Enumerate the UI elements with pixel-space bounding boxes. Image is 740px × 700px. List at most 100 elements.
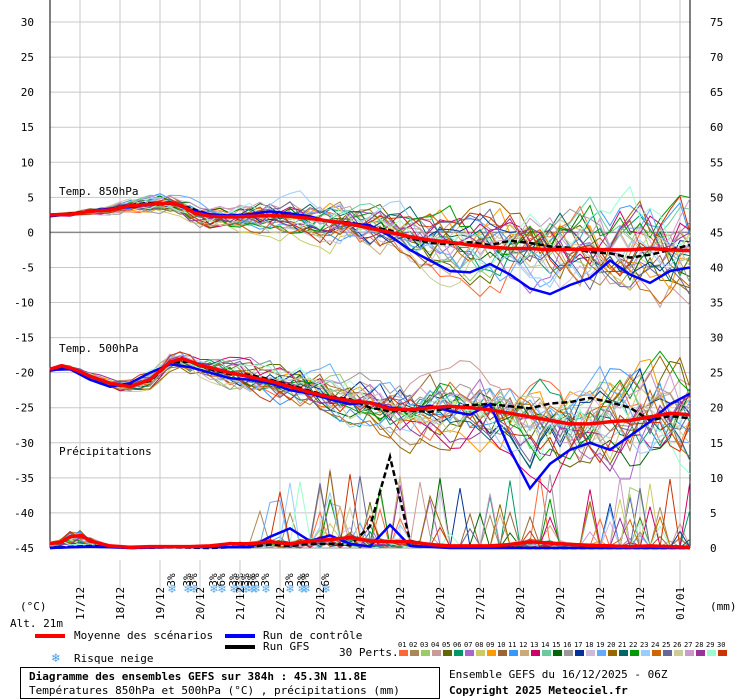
t850-section-label: Temp. 850hPa [59,185,138,198]
pert-legend-label: 20 [607,641,615,649]
left-tick-label: -35 [14,472,34,485]
pert-legend-label: 13 [530,641,538,649]
pert-legend-label: 12 [519,641,527,649]
t500-section-label: Temp. 500hPa [59,342,138,355]
left-tick-label: 15 [21,121,34,134]
snowflake-icon: ❄ [261,582,270,597]
mean-t500-line [49,356,691,426]
pert-line-t500 [49,361,691,450]
snowflake-icon: ❄ [217,582,226,597]
pert-legend-swatch [520,650,529,656]
pert-legend-label: 24 [651,641,659,649]
legend-perts-label: 30 Perts. [339,646,399,659]
left-tick-label: 20 [21,86,34,99]
pert-legend-swatch [531,650,540,656]
snowflake-icon: ❄ [247,582,256,597]
x-tick-label: 28/12 [514,587,527,620]
left-tick-label: -5 [21,261,34,274]
right-tick-label: 50 [710,191,723,204]
snowflake-icon: ❄ [251,582,260,597]
x-tick-label: 17/12 [74,587,87,620]
left-tick-label: -20 [14,367,34,380]
footer-subtitle: Températures 850hPa et 500hPa (°C) , pré… [29,684,400,697]
pert-legend-swatch [619,650,628,656]
legend-snow-label: Risque neige [74,652,154,665]
snowflake-icon: ❄ [189,582,198,597]
snowflake-icon: ❄ [167,582,176,597]
main-series [49,200,691,550]
left-axis: 30 25 20 15 10 5 0 -5 -10 -15 -20 -25 -30 -35 -40 -45 [14,16,34,555]
footer-title-box: Diagramme des ensembles GEFS sur 384h : … [20,667,440,699]
x-tick-label: 22/12 [274,587,287,620]
x-tick-label: 25/12 [394,587,407,620]
pert-legend-swatch [608,650,617,656]
pert-line-t850 [49,195,691,277]
pert-legend-label: 10 [497,641,505,649]
left-tick-label: -30 [14,437,34,450]
pert-legend-swatch [432,650,441,656]
footer-title: Diagramme des ensembles GEFS sur 384h : … [29,670,367,683]
snowflake-icon: ❄ [321,582,330,597]
right-tick-label: 0 [710,542,717,555]
snow-risk-label: 3% [283,573,296,587]
left-tick-label: 30 [21,16,34,29]
snow-risk-label: 3% [227,573,240,587]
pert-legend-swatch [652,650,661,656]
right-tick-label: 10 [710,472,723,485]
mean-t850-line [49,201,691,253]
pert-legend-swatch [564,650,573,656]
right-tick-label: 75 [710,16,723,29]
snow-risk-label: 3% [299,573,312,587]
x-tick-label: 21/12 [234,587,247,620]
x-tick-label: 23/12 [314,587,327,620]
pert-legend-label: 26 [673,641,681,649]
left-tick-label: 5 [27,191,34,204]
x-tick-label: 31/12 [634,587,647,620]
snowflake-icon: ❄ [209,582,218,597]
pert-legend-label: 21 [618,641,626,649]
left-tick-label: -45 [14,542,34,555]
pert-legend-swatch [487,650,496,656]
pert-legend-label: 02 [409,641,417,649]
perturbation-legend: 01 02 03 04 05 06 07 08 09 10 11 12 13 14 15 16 17 18 19 20… [398,641,727,656]
pert-legend-label: 04 [431,641,439,649]
x-tick-label: 01/01 [674,587,687,620]
mean-swatch [35,634,65,638]
x-tick-label: 30/12 [594,587,607,620]
pert-legend-label: 22 [629,641,637,649]
snowflake-icon: ❄ [297,582,306,597]
pert-legend-label: 01 [398,641,406,649]
snowflake-icon: ❄ [229,582,238,597]
snow-risk: 3%❄3%❄3%❄3%❄6%❄3%❄3%❄3%❄3%❄3%❄3%❄3%❄3%❄3… [165,573,332,597]
snow-risk-label: 3% [165,573,178,587]
snow-risk-label: 3% [239,573,252,587]
snowflake-icon: ❄ [301,582,310,597]
pert-legend-swatch [553,650,562,656]
pert-legend-label: 03 [420,641,428,649]
snowflake-icon: ❄ [285,582,294,597]
snow-risk-label: 3% [207,573,220,587]
pert-legend-label: 30 [717,641,725,649]
pert-legend-label: 05 [442,641,450,649]
x-tick-label: 18/12 [114,587,127,620]
pert-legend-swatch [465,650,474,656]
x-tick-label: 27/12 [474,587,487,620]
right-tick-label: 15 [710,437,723,450]
right-tick-label: 60 [710,121,723,134]
pert-legend-swatch [663,650,672,656]
pert-legend-swatch [630,650,639,656]
right-axis-unit: (mm) [710,600,737,613]
pert-legend-label: 15 [552,641,560,649]
left-tick-label: 25 [21,51,34,64]
left-tick-label: 0 [27,226,34,239]
pert-legend-swatch [421,650,430,656]
right-tick-label: 25 [710,367,723,380]
pert-legend-swatch [641,650,650,656]
perturbation-lines [49,185,691,549]
pert-legend-swatch [586,650,595,656]
right-tick-label: 20 [710,402,723,415]
pert-legend-swatch [509,650,518,656]
pert-line-t500 [49,355,691,455]
control-swatch [225,634,255,638]
